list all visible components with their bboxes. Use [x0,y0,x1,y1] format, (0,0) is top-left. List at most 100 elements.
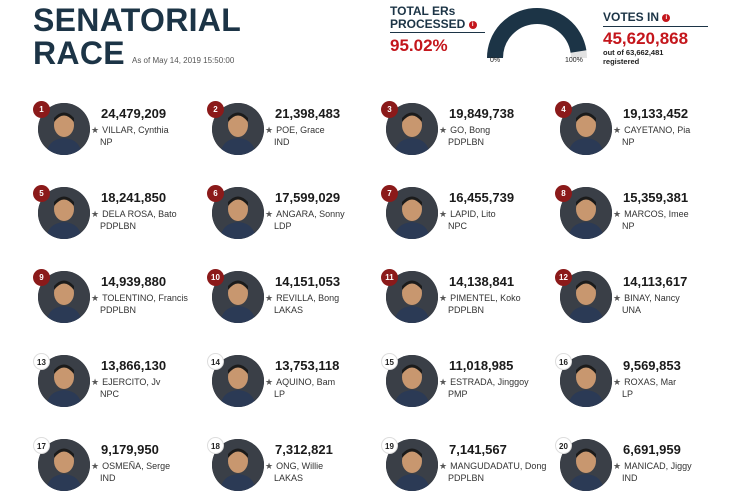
candidate-votes: 17,599,029 [275,190,341,205]
candidate-votes: 16,455,739 [449,190,515,205]
star-icon: ★ [91,377,100,387]
candidate-votes: 24,479,209 [101,106,167,121]
star-icon: ★ [439,293,448,303]
candidate-card[interactable]: 20 6,691,959 ★ MANICAD, Jiggy IND [555,434,725,504]
star-icon: ★ [439,209,448,219]
rank-badge: 9 [33,269,50,286]
candidate-card[interactable]: 9 14,939,880 ★ TOLENTINO, Francis PDPLBN [33,266,203,338]
candidate-party: LP [274,389,286,399]
candidate-party: PMP [448,389,468,399]
candidate-card[interactable]: 15 11,018,985 ★ ESTRADA, Jinggoy PMP [381,350,551,422]
candidate-card[interactable]: 10 14,151,053 ★ REVILLA, Bong LAKAS [207,266,377,338]
rank-badge: 2 [207,101,224,118]
candidate-party: UNA [622,305,642,315]
candidate-card[interactable]: 3 19,849,738 ★ GO, Bong PDPLBN [381,98,551,170]
ers-percent: 95.02% [390,36,448,55]
star-icon: ★ [613,209,622,219]
page-title: SENATORIAL RACE [33,4,241,70]
rank-badge: 5 [33,185,50,202]
candidate-votes: 9,179,950 [101,442,159,457]
candidate-card[interactable]: 2 21,398,483 ★ POE, Grace IND [207,98,377,170]
candidate-votes: 7,312,821 [275,442,333,457]
info-icon[interactable]: i [468,20,477,29]
ers-label-line-2: PROCESSED [390,17,466,31]
candidate-card[interactable]: 1 24,479,209 ★ VILLAR, Cynthia NP [33,98,203,170]
candidate-votes: 14,151,053 [275,274,341,289]
candidate-party: PDPLBN [100,305,137,315]
candidate-party: PDPLBN [100,221,137,231]
rank-badge: 18 [207,437,224,454]
candidate-votes: 19,133,452 [623,106,689,121]
candidate-photo [38,355,90,407]
candidate-votes: 14,113,617 [623,274,688,289]
gauge-min-label: 0% [490,57,501,64]
star-icon: ★ [613,293,622,303]
candidate-card[interactable]: 4 19,133,452 ★ CAYETANO, Pia NP [555,98,725,170]
candidate-card[interactable]: 14 13,753,118 ★ AQUINO, Bam LP [207,350,377,422]
rank-badge: 6 [207,185,224,202]
candidate-party: NP [622,137,635,147]
candidate-votes: 18,241,850 [101,190,167,205]
star-icon: ★ [91,293,100,303]
candidate-card[interactable]: 6 17,599,029 ★ ANGARA, Sonny LDP [207,182,377,254]
candidate-name: GO, Bong [450,125,491,135]
star-icon: ★ [439,461,448,471]
candidate-name: POE, Grace [276,125,325,135]
candidate-name: ONG, Willie [276,461,324,471]
rank-badge: 3 [381,101,398,118]
candidate-card[interactable]: 12 14,113,617 ★ BINAY, Nancy UNA [555,266,725,338]
candidate-votes: 21,398,483 [275,106,341,121]
candidate-card[interactable]: 18 7,312,821 ★ ONG, Willie LAKAS [207,434,377,504]
candidate-party: IND [274,137,290,147]
rank-badge: 15 [381,353,398,370]
rank-badge: 8 [555,185,572,202]
candidate-card[interactable]: 7 16,455,739 ★ LAPID, Lito NPC [381,182,551,254]
star-icon: ★ [91,461,100,471]
candidate-party: NPC [448,221,468,231]
candidate-votes: 9,569,853 [623,358,681,373]
rank-badge: 4 [555,101,572,118]
info-icon[interactable]: i [662,13,671,22]
votes-in-panel: VOTES IN i 45,620,868 out of 63,662,481 … [603,10,708,66]
candidate-photo [386,271,438,323]
star-icon: ★ [91,209,100,219]
candidate-card[interactable]: 16 9,569,853 ★ ROXAS, Mar LP [555,350,725,422]
candidate-card[interactable]: 19 7,141,567 ★ MANGUDADATU, Dong PDPLBN [381,434,551,504]
star-icon: ★ [613,461,622,471]
candidate-votes: 14,138,841 [449,274,515,289]
avatar-icon [560,103,612,155]
candidate-votes: 14,939,880 [101,274,167,289]
candidate-votes: 19,849,738 [449,106,515,121]
candidate-name: BINAY, Nancy [624,293,680,303]
votes-in-label: VOTES IN [603,10,660,24]
candidate-card[interactable]: 8 15,359,381 ★ MARCOS, Imee NP [555,182,725,254]
candidate-card[interactable]: 5 18,241,850 ★ DELA ROSA, Bato PDPLBN [33,182,203,254]
candidate-name: VILLAR, Cynthia [102,125,169,135]
candidate-party: LAKAS [274,473,304,483]
candidate-card[interactable]: 17 9,179,950 ★ OSMEÑA, Serge IND [33,434,203,504]
rank-badge: 11 [381,269,398,286]
candidate-name: OSMEÑA, Serge [102,461,171,471]
candidate-party: PDPLBN [448,473,485,483]
title-line-1: SENATORIAL [33,2,242,38]
candidate-party: PDPLBN [448,305,485,315]
candidate-name: PIMENTEL, Koko [450,293,521,303]
star-icon: ★ [439,377,448,387]
star-icon: ★ [265,461,274,471]
candidate-name: MANGUDADATU, Dong [450,461,547,471]
star-icon: ★ [439,125,448,135]
candidate-card[interactable]: 11 14,138,841 ★ PIMENTEL, Koko PDPLBN [381,266,551,338]
title-line-2: RACE [33,35,125,71]
rank-badge: 13 [33,353,50,370]
candidate-name: TOLENTINO, Francis [102,293,188,303]
candidate-card[interactable]: 13 13,866,130 ★ EJERCITO, Jv NPC [33,350,203,422]
rank-badge: 14 [207,353,224,370]
candidate-name: EJERCITO, Jv [102,377,161,387]
candidate-name: REVILLA, Bong [276,293,340,303]
gauge-max-label: 100% [565,57,583,64]
candidate-party: NP [622,221,635,231]
candidate-party: IND [100,473,116,483]
candidate-name: ESTRADA, Jinggoy [450,377,529,387]
votes-registered-line-1: out of 63,662,481 [603,48,664,57]
candidate-name: MARCOS, Imee [624,209,689,219]
